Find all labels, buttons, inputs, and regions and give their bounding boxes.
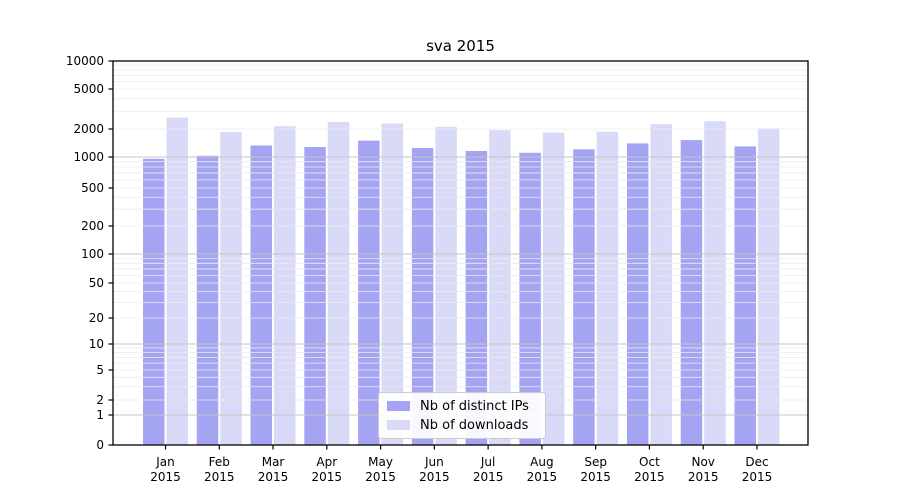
x-tick-label-year: 2015 <box>312 470 343 484</box>
x-tick-label-year: 2015 <box>527 470 558 484</box>
x-axis-ticks: Jan2015Feb2015Mar2015Apr2015May2015Jun20… <box>150 445 772 484</box>
x-tick-label-month: Jan <box>155 455 175 469</box>
x-tick-label-year: 2015 <box>688 470 719 484</box>
legend-swatch-distinct-ips <box>387 401 410 411</box>
x-tick-label-year: 2015 <box>204 470 235 484</box>
y-tick-label: 500 <box>81 181 104 195</box>
axes <box>112 60 809 446</box>
bar-feb-s1 <box>220 132 242 445</box>
x-tick-label-year: 2015 <box>634 470 665 484</box>
x-tick-label-month: Sep <box>584 455 607 469</box>
bar-sep-s1 <box>596 131 619 445</box>
x-tick-label-year: 2015 <box>742 470 773 484</box>
x-tick-label-year: 2015 <box>150 470 181 484</box>
y-tick-label: 2 <box>96 393 104 407</box>
legend-row-downloads: Nb of downloads <box>387 417 545 433</box>
bar-apr-s1 <box>327 122 350 445</box>
x-tick-label-month: May <box>368 455 393 469</box>
bar-may-s1 <box>381 123 404 445</box>
x-tick-label-year: 2015 <box>473 470 504 484</box>
x-tick-label-month: Aug <box>530 455 553 469</box>
bar-jul-s0 <box>465 151 488 445</box>
bar-dec-s1 <box>757 128 780 446</box>
bar-jan-s0 <box>143 158 165 446</box>
y-tick-label: 1 <box>96 408 104 422</box>
y-tick-label: 5000 <box>73 82 104 96</box>
x-tick-label-month: Feb <box>209 455 230 469</box>
y-tick-label: 100 <box>81 247 104 261</box>
x-tick-label-month: Apr <box>316 455 337 469</box>
x-tick-label-month: Jul <box>480 455 495 469</box>
x-tick-label-year: 2015 <box>580 470 611 484</box>
x-tick-label-month: Oct <box>639 455 660 469</box>
bar-nov-s0 <box>680 140 703 445</box>
bar-aug-s1 <box>542 132 565 445</box>
bar-feb-s0 <box>196 155 219 445</box>
y-tick-label: 200 <box>81 219 104 233</box>
y-tick-label: 10 <box>89 337 104 351</box>
y-tick-label: 20 <box>89 311 104 325</box>
x-tick-label-year: 2015 <box>419 470 450 484</box>
y-tick-label: 0 <box>96 438 104 452</box>
y-tick-label: 2000 <box>73 122 104 136</box>
legend-swatch-downloads <box>387 420 410 430</box>
x-tick-label-month: Nov <box>691 455 714 469</box>
bar-may-s0 <box>358 140 380 446</box>
bar-apr-s0 <box>304 147 326 446</box>
y-tick-label: 1000 <box>73 150 104 164</box>
bar-jun-s1 <box>435 126 457 445</box>
chart-legend: Nb of distinct IPs Nb of downloads <box>378 392 546 439</box>
legend-label-distinct-ips: Nb of distinct IPs <box>420 398 529 414</box>
y-tick-label: 50 <box>89 276 104 290</box>
x-tick-label-month: Mar <box>262 455 285 469</box>
legend-row-distinct-ips: Nb of distinct IPs <box>387 398 545 414</box>
y-tick-label: 5 <box>96 363 104 377</box>
x-tick-label-month: Jun <box>424 455 444 469</box>
legend-label-downloads: Nb of downloads <box>420 417 529 433</box>
bar-oct-s1 <box>650 124 672 445</box>
bar-mar-s1 <box>274 126 296 445</box>
y-tick-label: 10000 <box>66 54 104 68</box>
bar-jun-s0 <box>411 147 434 445</box>
x-tick-label-year: 2015 <box>258 470 289 484</box>
x-tick-label-year: 2015 <box>365 470 396 484</box>
chart-title: sva 2015 <box>426 37 495 55</box>
bar-sep-s0 <box>573 149 595 445</box>
x-tick-label-month: Dec <box>745 455 768 469</box>
